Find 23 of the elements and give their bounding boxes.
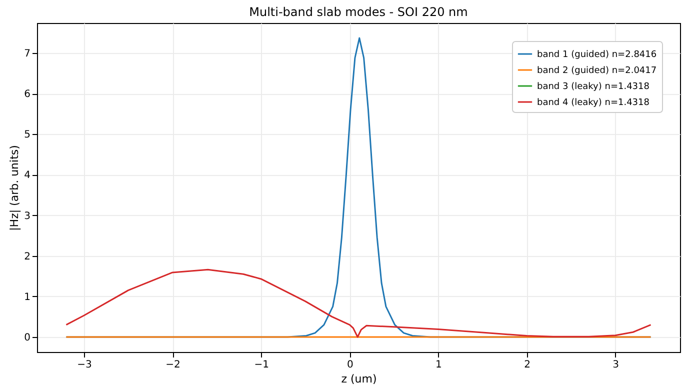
y-tick-label: 6 [24, 89, 30, 100]
x-tick-label: 0 [346, 360, 354, 370]
y-tick-label: 3 [24, 210, 30, 222]
chart-title: Multi-band slab modes - SOI 220 nm [249, 5, 468, 19]
y-tick-label: 1 [24, 292, 30, 303]
y-tick-label: 7 [24, 48, 30, 60]
legend-label: band 2 (guided) n=2.0417 [537, 66, 657, 76]
x-axis-title: z (um) [341, 372, 377, 386]
y-tick-label: 0 [24, 332, 30, 344]
legend-label: band 3 (leaky) n=1.4318 [537, 82, 650, 92]
y-axis-title: |Hz| (arb. units) [8, 145, 22, 231]
legend-label: band 4 (leaky) n=1.4318 [537, 98, 650, 108]
x-tick-label: 2 [524, 360, 530, 370]
legend-label: band 1 (guided) n=2.8416 [537, 50, 657, 60]
x-tick-label: −1 [254, 360, 269, 370]
y-tick-label: 5 [24, 130, 30, 141]
x-tick-label: −3 [77, 360, 92, 370]
y-tick-label: 2 [24, 251, 30, 262]
x-tick-label: 3 [612, 360, 620, 370]
x-tick-label: 1 [436, 360, 442, 370]
y-tick-label: 4 [24, 170, 30, 182]
x-tick-label: −2 [166, 360, 180, 370]
line-series [65, 268, 652, 338]
